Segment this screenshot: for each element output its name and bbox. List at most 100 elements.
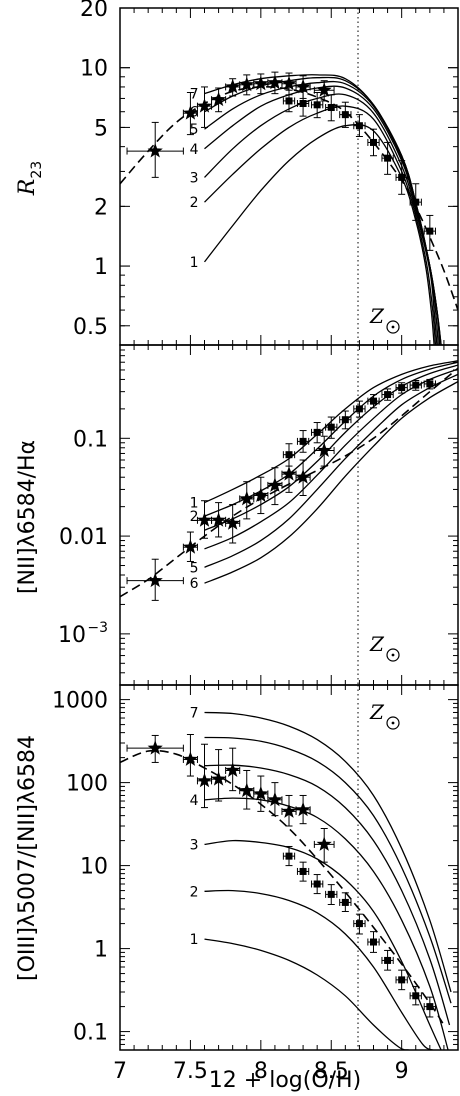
y-tick-label: 2 [94, 195, 108, 220]
y-axis-label-r23-main: R [15, 179, 40, 197]
star-data-point [253, 75, 269, 91]
y-tick-label: 0.1 [73, 1021, 108, 1046]
curve-label: 1 [190, 496, 199, 512]
star-data-point [239, 76, 255, 92]
curve-label: 2 [190, 195, 199, 211]
fit-curve-dashed [120, 749, 445, 1026]
model-curve [204, 93, 438, 345]
y-tick-label: 0.5 [73, 315, 108, 340]
axis-titles: R23 [NII]λ6584/Hα [OIII]λ5007/[NII]λ6584… [15, 161, 361, 1093]
curve-label: 1 [190, 255, 199, 271]
star-data-point [147, 143, 163, 158]
square-data-point [341, 111, 349, 119]
x-tick-label: 7.5 [173, 1059, 208, 1084]
star-data-point [295, 469, 311, 484]
y-tick-label: 10 [80, 855, 108, 880]
star-data-point [182, 539, 198, 554]
y-axis-label-r23-sub: 23 [29, 161, 45, 179]
model-curve [204, 381, 458, 584]
y-tick-label: 1 [94, 938, 108, 963]
square-data-point [426, 380, 434, 388]
square-data-point [327, 104, 335, 112]
square-data-point [355, 920, 363, 928]
model-curve [204, 797, 449, 1050]
solar-label: Z [369, 632, 385, 656]
sun-symbol-dot [391, 721, 395, 725]
y-tick-label: 0.1 [73, 427, 108, 452]
y-tick-label: 0.01 [59, 525, 108, 550]
solar-label: Z [369, 304, 385, 328]
model-curve [204, 76, 442, 345]
curve-label: 3 [190, 837, 199, 853]
square-data-point [313, 101, 321, 109]
curve-label: 4 [190, 142, 199, 158]
model-curve [204, 736, 452, 1004]
square-data-point [285, 451, 293, 459]
star-data-point [239, 782, 255, 798]
square-data-point [327, 890, 335, 898]
square-data-point [313, 880, 321, 888]
curve-label: 4 [190, 793, 199, 809]
square-data-point [370, 138, 377, 146]
square-data-point [327, 423, 335, 431]
square-data-point [285, 852, 293, 860]
star-data-point [147, 572, 163, 588]
star-data-point [267, 74, 283, 90]
curve-label: 2 [190, 884, 199, 900]
square-data-point [355, 405, 363, 413]
square-data-point [426, 1003, 434, 1011]
square-data-point [370, 397, 377, 405]
solar-label: Z [369, 700, 385, 724]
model-curve [204, 889, 434, 1050]
square-data-point [341, 416, 349, 424]
sun-symbol-icon [386, 320, 400, 334]
star-data-point [147, 740, 163, 755]
model-curve [204, 105, 437, 345]
sun-symbol-icon [386, 648, 400, 662]
model-curve [204, 711, 452, 993]
y-tick-label: 10 [80, 57, 108, 82]
x-tick-label: 9 [395, 1059, 409, 1084]
star-data-point [239, 490, 255, 506]
square-data-point [313, 428, 321, 436]
star-data-point [316, 82, 332, 97]
model-curve [204, 764, 451, 1026]
star-data-point [295, 801, 311, 817]
y-axis-label-r23: R23 [15, 161, 45, 196]
square-data-point [299, 867, 307, 875]
star-data-point [225, 78, 241, 94]
fit-curve-dashed [120, 86, 458, 311]
square-data-point [384, 154, 392, 162]
model-curve [204, 368, 458, 550]
panel-nii-halpha: 10 −3 0.01 0.1 Z 12 56 [58, 344, 459, 686]
x-tick-label: 8 [254, 1059, 268, 1084]
y-tick-label: 1 [94, 255, 108, 280]
curve-label: 7 [190, 705, 199, 721]
star-data-point [196, 772, 213, 788]
curve-label: 2 [190, 509, 199, 525]
y-tick-label: 1000 [52, 689, 108, 714]
plot-area [120, 8, 458, 345]
curve-label: 7 [190, 87, 199, 103]
model-curve [203, 123, 435, 345]
square-data-point [370, 938, 377, 946]
star-data-point [295, 78, 311, 94]
star-data-point [225, 762, 241, 777]
curve-label: 3 [190, 170, 199, 186]
axes-frame [119, 344, 459, 686]
plot-area [120, 345, 458, 685]
x-tick-label: 8.5 [314, 1059, 349, 1084]
y-axis-label-nii-halpha: [NII]λ6584/Hα [15, 440, 40, 594]
square-data-point [299, 437, 307, 445]
star-data-point [196, 98, 213, 113]
star-data-point [253, 786, 269, 801]
y-tick-label-exponent: −3 [87, 620, 108, 636]
square-data-point [384, 391, 392, 399]
star-data-point [267, 791, 283, 807]
square-data-point [412, 992, 420, 1000]
square-data-point [426, 227, 434, 235]
model-curve [204, 373, 458, 568]
panel-oiii-nii: 0.1 1 10 100 1000 7 7.5 8 8.5 9 Z 7 4 3 2 1 [52, 684, 459, 1084]
